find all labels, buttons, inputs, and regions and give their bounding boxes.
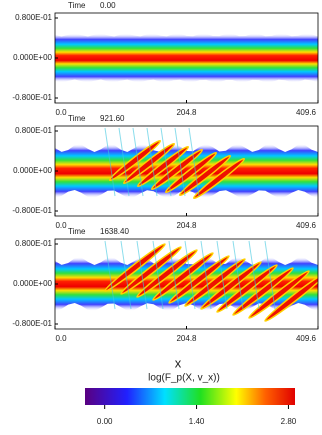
filament [174, 127, 186, 197]
filament [200, 240, 212, 310]
vortex-streak [200, 261, 262, 310]
time-value: 1638.40 [100, 227, 129, 236]
vortex-streak [264, 273, 318, 322]
vortex-streak [136, 145, 190, 188]
density-band [55, 144, 318, 198]
filament [136, 240, 148, 310]
y-tick-label: -0.800E-01 [12, 206, 52, 215]
vortex-streak [216, 264, 278, 313]
x-tick-label: 204.8 [176, 108, 197, 117]
filament [248, 240, 260, 310]
vortex-streak [152, 252, 214, 301]
x-tick-label: 409.6 [296, 221, 317, 230]
x-tick-label: 0.0 [55, 334, 67, 343]
filament [152, 240, 164, 310]
phase-image [55, 33, 318, 83]
vortex-streak [248, 270, 310, 319]
filament [104, 127, 116, 197]
vortex-streak [122, 142, 176, 185]
vortex-streak [168, 255, 230, 304]
vortex-streak [164, 151, 218, 194]
vortex-streak [184, 258, 246, 307]
x-tick-label: 409.6 [296, 108, 317, 117]
y-tick-label: 0.000E+00 [13, 279, 52, 288]
x-tick-label: 0.0 [55, 221, 67, 230]
y-tick-label: 0.000E+00 [13, 53, 52, 62]
colorbar-tick-label: 1.40 [189, 417, 205, 426]
filament [232, 240, 244, 310]
vortex-streak [178, 154, 232, 197]
density-band [55, 33, 318, 83]
vortex-streak [104, 243, 166, 292]
x-tick-label: 0.0 [55, 108, 67, 117]
filament [104, 240, 116, 310]
x-tick-label: 204.8 [176, 221, 197, 230]
vortex-streak [192, 157, 246, 200]
time-value: 0.00 [100, 1, 116, 10]
vortex-streak [120, 246, 182, 295]
phase-image [55, 127, 318, 200]
filament [264, 240, 276, 310]
time-value: 921.60 [100, 114, 125, 123]
y-tick-label: 0.000E+00 [13, 166, 52, 175]
filament [120, 240, 132, 310]
x-axis-label: x [175, 355, 182, 370]
y-tick-label: 0.800E-01 [15, 239, 52, 248]
time-label: Time [68, 1, 86, 10]
y-tick-label: 0.800E-01 [15, 126, 52, 135]
filament [118, 127, 130, 197]
time-label: Time [68, 227, 86, 236]
colorbar-label: log(F_p(X, v_x)) [148, 373, 220, 384]
filament [188, 127, 200, 197]
vortex-streak [232, 267, 294, 316]
colorbar-tick-label: 0.00 [97, 417, 113, 426]
y-tick-label: 0.800E-01 [15, 13, 52, 22]
filament [160, 127, 172, 197]
y-tick-label: -0.800E-01 [12, 93, 52, 102]
filament [146, 127, 158, 197]
vortex-streak [150, 148, 204, 191]
filament [184, 240, 196, 310]
time-label: Time [68, 114, 86, 123]
filament [216, 240, 228, 310]
colorbar [85, 388, 295, 405]
colorbar-tick-label: 2.80 [281, 417, 297, 426]
x-tick-label: 204.8 [176, 334, 197, 343]
y-tick-label: -0.800E-01 [12, 319, 52, 328]
filament [132, 127, 144, 197]
filament [168, 240, 180, 310]
x-tick-label: 409.6 [296, 334, 317, 343]
phase-image [55, 240, 318, 322]
vortex-streak [108, 139, 162, 182]
vortex-streak [136, 249, 198, 298]
